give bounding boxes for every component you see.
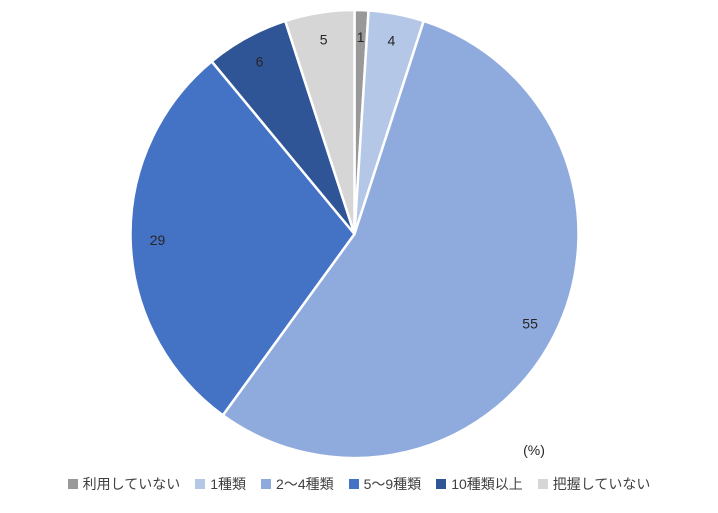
legend-item-10-plus-types: 10種類以上 xyxy=(436,474,523,494)
legend-item-5-9-types: 5～9種類 xyxy=(348,474,422,494)
legend-item-not-tracked: 把握していない xyxy=(537,474,651,494)
legend-swatch-icon xyxy=(436,479,447,489)
legend-label: 利用していない xyxy=(82,476,181,492)
legend-swatch-icon xyxy=(261,479,272,489)
legend-label: 2～4種類 xyxy=(276,476,334,492)
legend-item-2-4-types: 2～4種類 xyxy=(261,474,334,494)
legend: 利用していない 1種類 2～4種類 5～9種類 10種類以上 把握していない xyxy=(0,474,718,494)
legend-swatch-icon xyxy=(537,479,548,489)
legend-swatch-icon xyxy=(195,479,206,489)
data-label-5: 5 xyxy=(320,31,328,47)
legend-label: 把握していない xyxy=(552,476,651,492)
legend-item-not-using: 利用していない xyxy=(67,474,181,494)
data-label-1: 4 xyxy=(388,32,396,48)
legend-label: 5～9種類 xyxy=(363,476,422,492)
legend-label: 1種類 xyxy=(210,476,247,492)
pie-slice-5 xyxy=(283,8,356,235)
legend-item-1-type: 1種類 xyxy=(195,474,246,494)
legend-label: 10種類以上 xyxy=(451,476,523,492)
legend-swatch-icon xyxy=(348,479,359,489)
data-label-3: 29 xyxy=(150,232,166,248)
unit-label: (%) xyxy=(523,442,545,458)
pie-slice-3 xyxy=(129,59,357,417)
data-label-0: 1 xyxy=(357,29,365,45)
pie-slice-2 xyxy=(221,19,580,460)
data-label-4: 6 xyxy=(256,53,264,69)
legend-swatch-icon xyxy=(67,479,78,489)
data-label-2: 55 xyxy=(522,316,538,332)
